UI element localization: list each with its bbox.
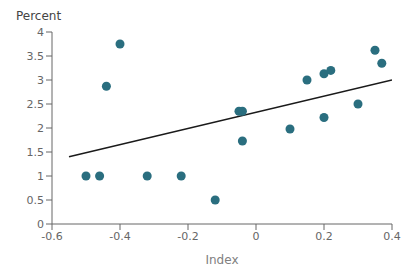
svg-text:2: 2: [37, 122, 44, 135]
svg-text:0: 0: [253, 230, 260, 243]
svg-text:1.5: 1.5: [27, 146, 45, 159]
svg-text:1: 1: [37, 170, 44, 183]
svg-text:-0.2: -0.2: [177, 230, 198, 243]
svg-text:2.5: 2.5: [27, 98, 45, 111]
svg-text:3.5: 3.5: [27, 50, 45, 63]
svg-text:0: 0: [37, 218, 44, 231]
svg-text:0.4: 0.4: [383, 230, 401, 243]
svg-text:-0.6: -0.6: [41, 230, 62, 243]
svg-text:3: 3: [37, 74, 44, 87]
svg-text:0.2: 0.2: [315, 230, 333, 243]
svg-text:4: 4: [37, 26, 44, 39]
svg-text:Index: Index: [205, 253, 238, 267]
html-text:Percent: Percent: [16, 9, 62, 23]
svg-text:0.5: 0.5: [27, 194, 45, 207]
svg-text:-0.4: -0.4: [109, 230, 130, 243]
